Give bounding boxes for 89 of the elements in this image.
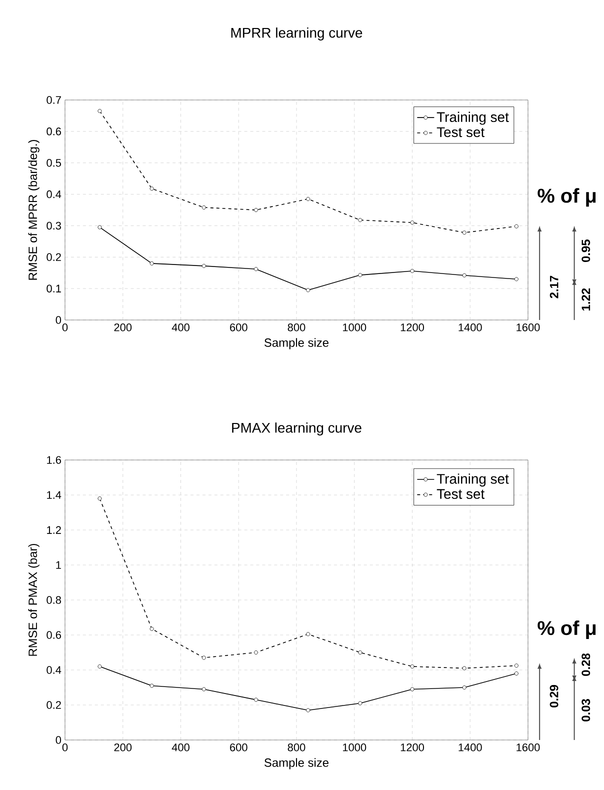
y-tick-label: 0.2: [46, 253, 61, 262]
point: [202, 656, 206, 660]
point: [202, 205, 206, 210]
x-tick-label: 600: [230, 324, 248, 332]
x-tick-label: 400: [172, 744, 190, 752]
x-tick-label: 1200: [400, 324, 424, 332]
y-tick-label: 0: [56, 316, 62, 324]
y-tick-label: 0.6: [46, 631, 61, 639]
point: [514, 672, 518, 676]
point: [150, 186, 154, 191]
point: [462, 273, 466, 278]
legend-label: Training set: [436, 112, 509, 125]
point: [202, 687, 206, 692]
y-axis-title: RMSE of MPRR (bar/deg.): [28, 140, 40, 280]
y-tick-label: 0: [56, 736, 62, 744]
x-axis-title: Sample size: [264, 758, 328, 770]
point: [462, 686, 466, 690]
text: 0.29: [550, 685, 558, 708]
text: 0.28: [582, 653, 590, 676]
y-tick-label: 0.7: [46, 96, 61, 104]
x-tick-label: 800: [288, 324, 306, 332]
y-tick-label: 0.5: [46, 158, 62, 167]
point: [306, 708, 310, 712]
y-tick-label: 0.4: [46, 666, 62, 674]
text: % of μ: [538, 188, 596, 207]
x-tick-label: 1000: [343, 744, 366, 752]
point: [410, 664, 414, 668]
y-tick-label: 0.1: [46, 284, 61, 292]
point: [150, 626, 154, 631]
y-tick-label: 1: [56, 561, 61, 569]
point: [358, 273, 362, 278]
y-tick-label: 0.8: [46, 596, 61, 604]
x-tick-label: 600: [230, 744, 248, 752]
point: [410, 687, 414, 692]
legend-label: Training set: [436, 474, 509, 487]
point: [254, 650, 258, 654]
y-tick-label: 1.4: [47, 491, 62, 499]
point: [514, 664, 518, 668]
x-tick-label: 800: [288, 744, 306, 752]
x-tick-label: 1400: [458, 744, 482, 752]
point: [150, 684, 154, 688]
x-tick-label: 0: [62, 324, 68, 332]
x-tick-label: 1400: [458, 324, 482, 332]
point: [150, 261, 154, 266]
y-tick-label: 1.6: [47, 456, 61, 464]
text: 0.95: [582, 240, 590, 262]
point: [306, 288, 310, 292]
x-tick-label: 1600: [516, 324, 540, 332]
legend-label: Test set: [436, 127, 485, 138]
x-tick-label: 1000: [343, 324, 366, 332]
x-tick-label: 0: [62, 744, 68, 752]
y-axis-title: RMSE of PMAX (bar): [28, 544, 40, 656]
text: 0.03: [582, 699, 590, 722]
point: [98, 109, 102, 113]
x-tick-label: 400: [172, 324, 190, 332]
point: [98, 664, 102, 668]
y-tick-label: 0.2: [46, 701, 61, 709]
y-tick-label: 0.4: [46, 190, 62, 198]
point: [514, 277, 518, 282]
y-tick-label: 0.3: [46, 222, 61, 230]
point: [462, 666, 466, 670]
text: 1.22: [582, 288, 590, 310]
text: 2.17: [550, 276, 558, 298]
point: [358, 701, 362, 706]
chart-title: PMAX learning curve: [232, 422, 362, 436]
point: [202, 264, 206, 268]
point: [254, 208, 258, 212]
point: [462, 230, 466, 235]
point: [358, 650, 362, 654]
legend-label: Test set: [436, 489, 485, 499]
x-axis-title: Sample size: [264, 338, 328, 350]
x-tick-label: 200: [114, 744, 132, 752]
x-tick-label: 200: [114, 324, 132, 332]
text: % of μ: [538, 620, 596, 639]
point: [254, 267, 258, 272]
point: [306, 632, 310, 636]
point: [98, 225, 102, 230]
point: [410, 268, 414, 273]
y-tick-label: 0.6: [46, 128, 61, 136]
point: [306, 197, 310, 201]
chart-title: MPRR learning curve: [231, 27, 362, 40]
x-tick-label: 1600: [516, 744, 540, 752]
x-tick-label: 1200: [400, 744, 424, 752]
point: [410, 220, 414, 225]
point: [254, 698, 258, 702]
point: [358, 218, 362, 222]
point: [98, 496, 102, 500]
y-tick-label: 1.2: [47, 526, 61, 534]
point: [514, 224, 518, 228]
